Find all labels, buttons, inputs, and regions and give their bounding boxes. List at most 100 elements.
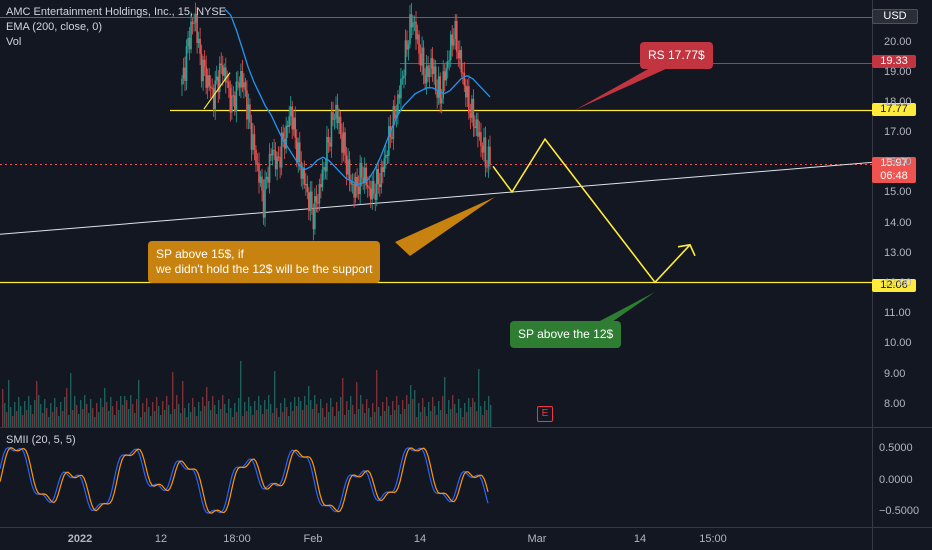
ema-line — [224, 8, 491, 186]
support-15-callout-pointer — [395, 197, 495, 256]
volume-bar — [390, 415, 392, 427]
candle-body — [404, 40, 407, 76]
volume-bar — [420, 412, 422, 427]
price-tick-label: 15.00 — [884, 186, 912, 199]
candle-body — [357, 186, 360, 195]
volume-bar — [70, 373, 72, 427]
earnings-badge[interactable]: E — [537, 406, 553, 422]
volume-bar — [458, 399, 460, 427]
candle-body — [375, 169, 378, 200]
volume-bar — [160, 415, 162, 427]
volume-bar — [10, 407, 12, 427]
candle-body — [391, 137, 393, 139]
projection-path — [492, 137, 691, 284]
candle-body — [181, 78, 183, 85]
volume-bar — [40, 404, 42, 427]
volume-bar — [170, 414, 172, 427]
candle-body — [371, 181, 374, 200]
volume-bar — [190, 412, 192, 427]
candle-body — [443, 71, 446, 81]
volume-bar — [234, 403, 236, 427]
candle-body — [247, 104, 250, 120]
volume-bar — [154, 411, 156, 427]
candle-body — [276, 156, 278, 170]
candle-body — [353, 183, 355, 198]
price-tick-label: 18.00 — [884, 95, 912, 108]
volume-bar — [326, 403, 328, 427]
candle-body — [250, 122, 253, 150]
candle-body — [475, 119, 478, 129]
candle-body — [327, 137, 330, 143]
candle-body — [329, 142, 331, 147]
volume-bar — [296, 406, 298, 427]
candle-body — [359, 163, 361, 195]
candle-body — [223, 67, 226, 76]
volume-bar — [446, 414, 448, 427]
candle-body — [409, 14, 411, 45]
volume-bar — [378, 407, 380, 427]
volume-bar — [120, 396, 122, 427]
volume-bar — [270, 404, 272, 427]
candle-body — [483, 137, 485, 153]
candle-body — [392, 106, 395, 139]
volume-bar — [334, 416, 336, 427]
volume-bar — [432, 397, 434, 427]
candle-body — [465, 85, 467, 98]
volume-bar — [424, 407, 426, 427]
candle-body — [455, 20, 458, 52]
candle-body — [259, 176, 262, 183]
volume-bar — [214, 405, 216, 427]
volume-bar — [206, 387, 208, 427]
candle-body — [452, 38, 455, 46]
volume-bar — [282, 412, 284, 427]
resistance-callout-pointer — [575, 68, 668, 110]
ema-legend: EMA (200, close, 0) — [6, 21, 102, 33]
candle-body — [480, 132, 482, 147]
candle-body — [332, 112, 334, 120]
volume-bar — [384, 411, 386, 427]
candle-body — [300, 161, 303, 179]
time-tick-label: Mar — [527, 533, 547, 545]
currency-label[interactable]: USD — [872, 9, 918, 24]
volume-bar — [178, 404, 180, 427]
time-tick-label: 18:00 — [223, 533, 251, 545]
volume-bar — [398, 405, 400, 427]
volume-bar — [138, 380, 140, 427]
volume-bar — [2, 389, 4, 427]
volume-bar — [484, 401, 486, 427]
volume-bar — [112, 406, 114, 427]
volume-bar — [490, 405, 492, 427]
volume-bar — [94, 417, 96, 427]
candle-body — [231, 95, 233, 113]
candle-body — [362, 177, 364, 183]
candle-body — [218, 63, 221, 93]
volume-bar — [118, 410, 120, 427]
candle-body — [214, 80, 217, 110]
volume-bar — [460, 408, 462, 427]
volume-bar — [236, 412, 238, 427]
volume-bar — [96, 403, 98, 427]
candle-body — [282, 132, 284, 139]
candle-body — [448, 60, 451, 62]
volume-bar — [228, 399, 230, 427]
volume-bar — [476, 411, 478, 427]
candle-body — [459, 49, 461, 59]
mini-trend-line — [203, 72, 231, 110]
volume-bar — [358, 409, 360, 427]
volume-bar — [486, 410, 488, 427]
support-15-callout[interactable]: SP above 15$, if we didn't hold the 12$ … — [148, 241, 381, 283]
support-12-callout[interactable]: SP above the 12$ — [510, 321, 622, 348]
volume-bar — [434, 406, 436, 427]
candle-body — [264, 179, 266, 218]
time-tick-label: Feb — [303, 533, 323, 545]
volume-bar — [66, 388, 68, 427]
candle-body — [182, 67, 185, 79]
resistance-callout[interactable]: RS 17.77$ — [640, 42, 713, 69]
symbol-title: AMC Entertainment Holdings, Inc., 15, NY… — [6, 6, 227, 18]
candle-body — [226, 81, 229, 83]
volume-bar — [88, 413, 90, 427]
volume-bar — [396, 396, 398, 427]
candle-body — [419, 53, 422, 66]
candle-body — [324, 167, 327, 172]
